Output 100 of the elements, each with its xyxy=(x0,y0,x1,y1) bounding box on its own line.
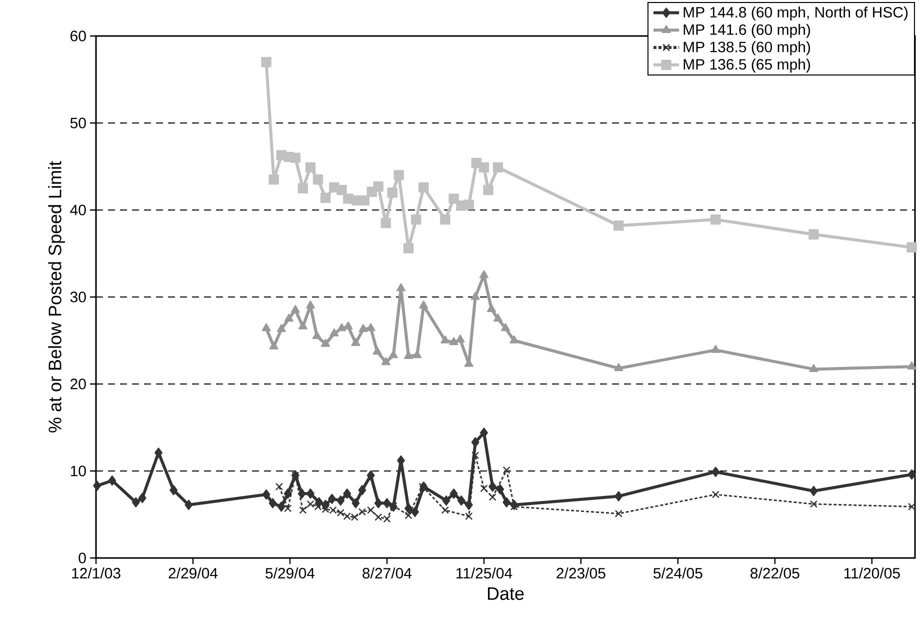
x-tick-label: 11/20/05 xyxy=(844,568,900,579)
point xyxy=(359,195,370,206)
point xyxy=(366,470,375,480)
point xyxy=(510,502,518,510)
point xyxy=(404,503,412,514)
point xyxy=(465,512,473,520)
point xyxy=(480,428,488,438)
point xyxy=(366,323,376,332)
point xyxy=(486,304,496,312)
point xyxy=(907,361,916,370)
point xyxy=(284,314,294,322)
point xyxy=(336,495,345,506)
point xyxy=(464,200,474,210)
point xyxy=(479,270,488,278)
point xyxy=(712,490,720,498)
point xyxy=(396,283,406,292)
point xyxy=(457,495,466,506)
point xyxy=(478,162,490,172)
point xyxy=(404,512,412,520)
point xyxy=(614,220,624,231)
point xyxy=(614,363,624,372)
point xyxy=(352,498,360,508)
point xyxy=(809,364,818,372)
x-tick-label: 8/27/04 xyxy=(362,568,412,579)
point xyxy=(343,194,354,204)
point xyxy=(154,448,162,458)
point xyxy=(449,337,458,346)
y-tick-label: 20 xyxy=(70,378,86,390)
point xyxy=(488,482,497,492)
point xyxy=(380,218,391,228)
point xyxy=(321,338,330,347)
point xyxy=(93,480,102,491)
point xyxy=(170,485,178,496)
point xyxy=(450,488,458,499)
point xyxy=(290,152,300,163)
point xyxy=(312,331,322,339)
point xyxy=(614,510,622,518)
point xyxy=(483,184,494,196)
point xyxy=(470,292,480,300)
point xyxy=(411,506,419,517)
point xyxy=(403,243,414,254)
point xyxy=(268,498,277,508)
point xyxy=(496,484,504,494)
point xyxy=(712,466,720,477)
point xyxy=(351,338,360,346)
legend-label: MP 144.8 (60 mph, North of HSC) xyxy=(684,6,908,21)
x-tick-label: 5/24/05 xyxy=(653,568,702,579)
point xyxy=(374,498,382,508)
y-tick-label: 60 xyxy=(70,30,86,42)
point xyxy=(419,300,428,309)
point xyxy=(299,506,307,514)
point xyxy=(464,500,473,510)
point xyxy=(277,502,286,512)
point xyxy=(132,497,140,508)
point xyxy=(906,242,917,252)
point xyxy=(394,170,404,180)
point xyxy=(358,324,368,332)
point xyxy=(388,350,398,358)
point xyxy=(298,488,306,499)
point xyxy=(810,500,818,508)
point xyxy=(290,304,300,313)
point xyxy=(471,437,480,448)
point xyxy=(808,229,819,240)
point xyxy=(387,187,398,198)
x-axis-title: Date xyxy=(488,587,524,600)
point xyxy=(418,182,429,192)
y-tick-label: 50 xyxy=(70,118,86,128)
point xyxy=(320,192,331,203)
legend-label: MP 141.6 (60 mph) xyxy=(684,24,810,38)
point xyxy=(501,323,510,332)
point xyxy=(306,300,315,309)
point xyxy=(262,323,271,332)
point xyxy=(284,488,292,499)
point xyxy=(262,489,270,500)
y-axis-title: % at or Below Posted Speed Limit xyxy=(48,161,65,432)
point xyxy=(502,497,511,508)
point xyxy=(711,344,720,353)
point xyxy=(261,56,272,68)
point xyxy=(381,357,390,366)
point xyxy=(412,350,422,358)
point xyxy=(306,488,314,499)
point xyxy=(492,162,504,172)
x-tick-label: 2/23/05 xyxy=(556,568,606,579)
point xyxy=(337,323,346,332)
point xyxy=(343,488,352,499)
point xyxy=(184,500,193,510)
legend-label: MP 136.5 (65 mph) xyxy=(684,58,810,73)
y-tick-label: 40 xyxy=(70,204,86,216)
point xyxy=(336,184,347,196)
point xyxy=(472,452,480,460)
x-tick-label: 5/29/04 xyxy=(266,568,315,579)
point xyxy=(908,502,916,510)
x-tick-label: 11/25/04 xyxy=(456,568,512,579)
x-tick-label: 12/1/03 xyxy=(72,568,120,579)
point xyxy=(614,491,623,502)
point xyxy=(442,495,450,506)
point xyxy=(358,485,366,496)
point xyxy=(510,335,519,344)
point xyxy=(908,469,916,480)
point xyxy=(710,214,721,225)
